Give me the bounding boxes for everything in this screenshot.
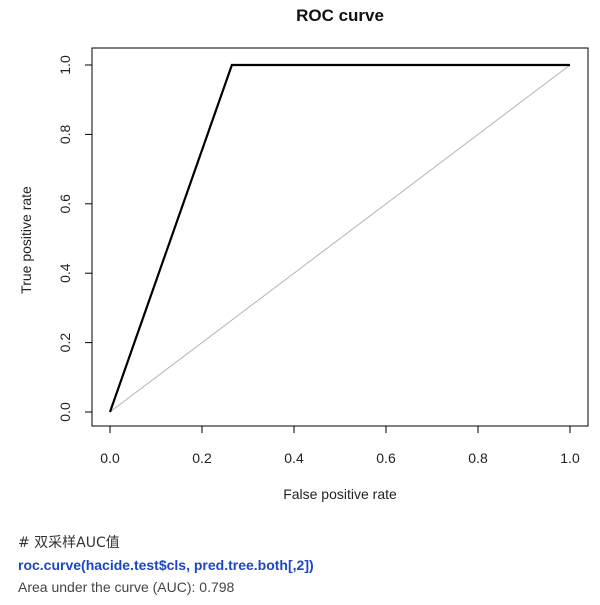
roc-chart: ROC curve 0.0 0.2 0.4 0.6 0.8 1.0 0.00.20.40.… [18, 6, 589, 502]
roc-curve-line [108, 63, 570, 413]
reference-diagonal-line [109, 64, 571, 413]
x-tick-label: 0.8 [468, 450, 488, 466]
x-axis-label: False positive rate [283, 486, 397, 502]
x-tick-label: 0.4 [284, 450, 304, 466]
code-output: Area under the curve (AUC): 0.798 [18, 579, 235, 595]
plot-frame [91, 47, 589, 427]
y-tick-label: 0.8 [57, 124, 73, 144]
x-tick-label: 0.2 [192, 450, 212, 466]
y-tick-label: 0.0 [57, 402, 73, 422]
x-axis: 0.0 0.2 0.4 0.6 0.8 1.0 [100, 426, 580, 466]
y-tick-label: 0.2 [57, 333, 73, 353]
y-tick-label: 1.0 [57, 55, 73, 75]
x-tick-label: 0.0 [100, 450, 120, 466]
x-tick-label: 1.0 [560, 450, 580, 466]
reference-diagonal-layer [109, 64, 571, 413]
y-axis: 0.0 0.2 0.4 0.6 0.8 1.0 [57, 55, 92, 422]
code-block: # 双采样AUC值 roc.curve(hacide.test$cls, pre… [18, 532, 588, 598]
y-tick-label: 0.6 [57, 194, 73, 214]
series-layer [108, 63, 570, 413]
code-comment: # 双采样AUC值 [18, 535, 120, 551]
y-tick-label: 0.4 [57, 263, 73, 283]
code-command: roc.curve(hacide.test$cls, pred.tree.bot… [18, 557, 314, 573]
x-tick-label: 0.6 [376, 450, 396, 466]
chart-title: ROC curve [296, 6, 384, 25]
y-axis-label: True positive rate [18, 186, 34, 294]
